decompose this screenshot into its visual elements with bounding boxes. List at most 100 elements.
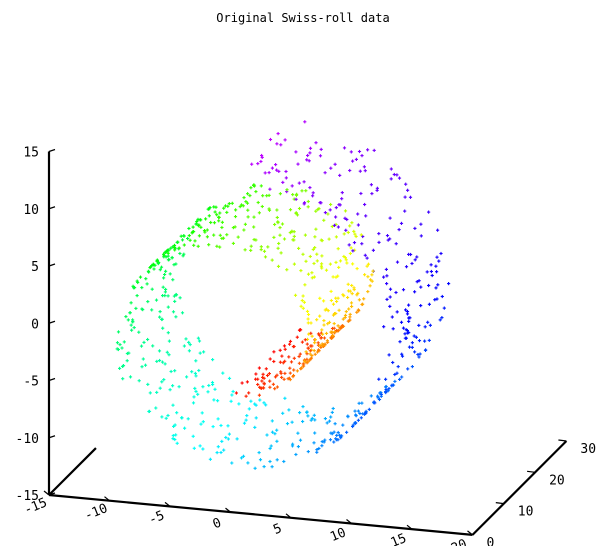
scatter-point — [308, 146, 313, 150]
scatter-point — [270, 419, 274, 423]
scatter-point — [405, 310, 410, 314]
scatter-point — [326, 212, 330, 216]
scatter-point — [212, 233, 216, 237]
scatter-point — [302, 359, 307, 363]
scatter-point — [306, 312, 311, 317]
scatter-point — [155, 390, 159, 394]
scatter-point — [250, 162, 254, 166]
scatter-point — [180, 311, 185, 315]
scatter-point — [258, 398, 262, 402]
scatter-point — [275, 385, 279, 389]
scatter-point — [343, 313, 348, 317]
scatter-point — [304, 189, 308, 193]
scatter-point — [259, 159, 263, 164]
scatter-point — [385, 297, 389, 301]
scatter-point — [268, 385, 272, 389]
scatter-point — [202, 229, 207, 233]
scatter-point — [297, 181, 301, 185]
scatter-point — [230, 393, 234, 397]
scatter-point — [252, 215, 256, 219]
scatter-point — [259, 248, 263, 252]
scatter-point — [148, 391, 152, 395]
scatter-point — [211, 425, 215, 429]
scatter-point — [417, 339, 422, 343]
scatter-point — [336, 430, 340, 435]
scatter-point — [276, 264, 281, 268]
scatter-point — [291, 193, 295, 197]
scatter-point — [399, 320, 404, 324]
scatter-point — [143, 363, 148, 367]
scatter-point — [294, 193, 299, 197]
scatter-point — [245, 201, 250, 205]
scatter-point — [268, 137, 273, 142]
scatter-point — [158, 386, 162, 390]
scatter-point — [174, 433, 178, 437]
scatter-point — [304, 259, 308, 263]
scatter-point — [230, 461, 234, 465]
scatter-point — [146, 269, 150, 273]
scatter-point — [302, 180, 306, 184]
scatter-point — [266, 245, 270, 249]
scatter-point — [130, 328, 134, 332]
scatter-point — [355, 267, 359, 271]
scatter-point — [275, 208, 279, 212]
scatter-point — [166, 413, 170, 418]
scatter-point — [249, 248, 253, 252]
scatter-point — [319, 345, 323, 349]
scatter-point — [294, 150, 298, 154]
scatter-point — [308, 254, 312, 259]
scatter-point — [205, 228, 209, 232]
scatter-point — [329, 166, 333, 170]
scatter-point — [168, 272, 172, 276]
scatter-point — [417, 279, 421, 283]
scatter-point — [319, 201, 323, 205]
scatter-point — [343, 209, 348, 213]
scatter-point — [272, 359, 276, 364]
scatter-point — [151, 344, 155, 348]
scatter-point — [162, 276, 166, 280]
scatter-point — [235, 437, 239, 441]
x-tick-mark — [346, 519, 352, 524]
scatter-point — [317, 333, 321, 337]
scatter-point — [389, 167, 393, 171]
scatter-point — [212, 205, 216, 209]
scatter-point — [160, 415, 164, 419]
z-tick-mark — [48, 492, 56, 496]
scatter-point — [278, 233, 282, 237]
scatter-point — [310, 416, 314, 420]
scatter-point — [155, 359, 159, 363]
scatter-point — [262, 401, 266, 405]
scatter-point — [249, 186, 253, 190]
scatter-point — [268, 187, 272, 191]
scatter-point — [241, 454, 246, 458]
scatter-point — [403, 332, 407, 336]
scatter-point — [208, 457, 212, 461]
scatter-point — [194, 374, 198, 378]
scatter-point — [334, 235, 338, 239]
scatter-point — [132, 326, 136, 330]
scatter-point — [395, 371, 399, 375]
scatter-point — [309, 418, 313, 422]
scatter-point — [249, 399, 253, 403]
scatter-point — [414, 335, 418, 339]
scatter-point — [328, 262, 332, 266]
scatter-point — [247, 391, 251, 395]
scatter-point — [263, 171, 267, 175]
scatter-point — [280, 354, 284, 358]
scatter-point — [387, 387, 391, 391]
scatter-point — [219, 450, 223, 455]
scatter-point — [183, 426, 187, 430]
scatter-point — [237, 402, 241, 406]
scatter-point — [192, 395, 196, 399]
scatter-point — [192, 446, 196, 450]
scatter-point — [357, 149, 362, 154]
scatter-point — [397, 176, 402, 180]
scatter-point — [322, 323, 326, 327]
scatter-point — [333, 162, 337, 166]
scatter-point — [216, 399, 220, 403]
scatter-point — [219, 423, 223, 428]
scatter-point — [315, 252, 319, 256]
scatter-point — [334, 437, 338, 441]
scatter-point — [275, 458, 279, 462]
scatter-point — [309, 321, 313, 325]
